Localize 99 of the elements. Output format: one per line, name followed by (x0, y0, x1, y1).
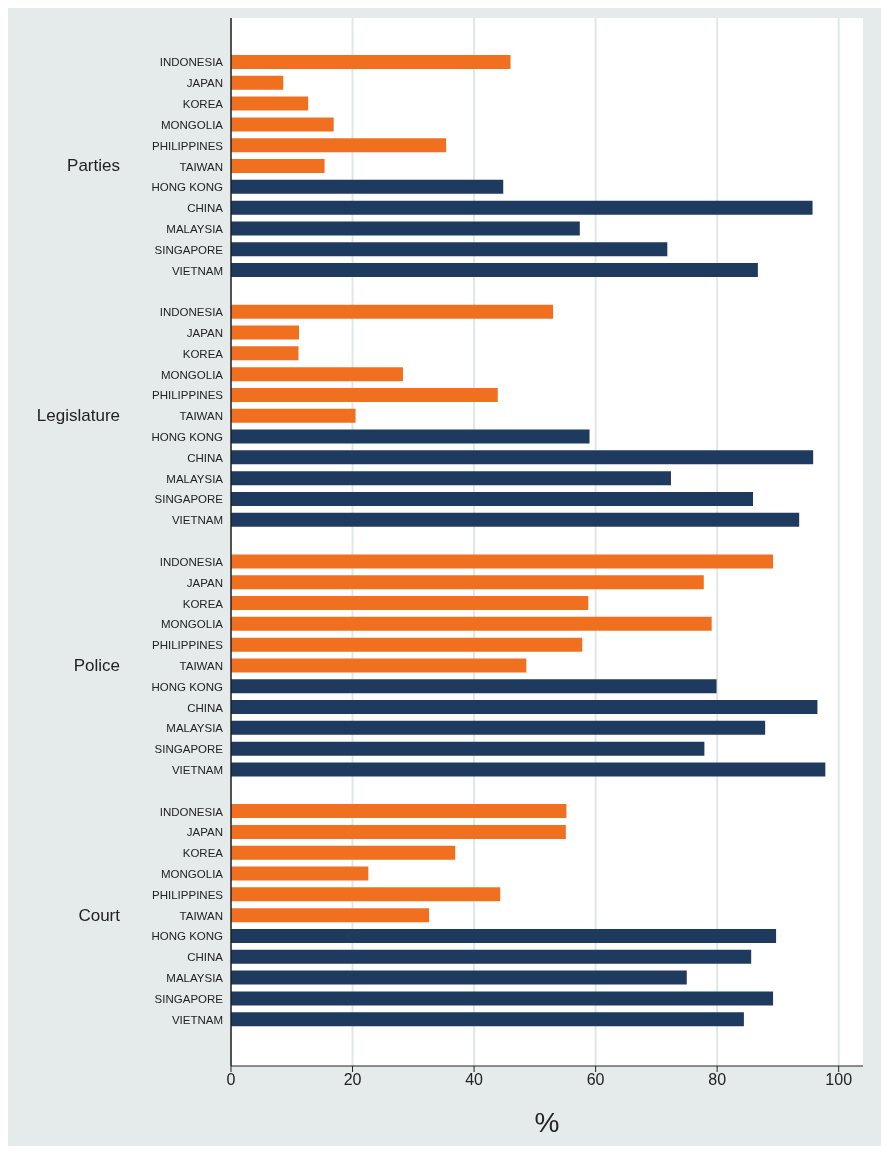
y-tick-label: MALAYSIA (166, 222, 224, 235)
bar (231, 367, 403, 382)
bar (231, 700, 818, 715)
y-tick-label: MALAYSIA (166, 472, 224, 485)
bar (231, 346, 299, 361)
y-tick-label: HONG KONG (151, 181, 224, 194)
bar (231, 1012, 744, 1027)
bar (231, 824, 566, 839)
x-axis-title: % (534, 1107, 560, 1138)
bar (231, 720, 766, 735)
bar (231, 949, 752, 964)
y-tick-label: MONGOLIA (161, 368, 224, 381)
bar (231, 679, 717, 694)
bar (231, 159, 325, 174)
x-tick-label: 60 (586, 1071, 605, 1089)
y-tick-label: SINGAPORE (154, 243, 224, 256)
y-tick-label: SINGAPORE (154, 743, 224, 756)
bar (231, 304, 554, 319)
x-tick-label: 40 (465, 1071, 484, 1089)
bar (231, 741, 705, 756)
bar (231, 221, 580, 236)
bar (231, 512, 800, 527)
text: Legislature (35, 405, 120, 428)
y-tick-label: CHINA (187, 951, 224, 964)
y-tick-label: SINGAPORE (154, 992, 224, 1005)
bar (231, 263, 758, 278)
bar (231, 908, 430, 923)
y-tick-label: MALAYSIA (166, 972, 224, 985)
bar (231, 991, 774, 1006)
y-tick-label: JAPAN (186, 576, 223, 589)
y-tick-label: HONG KONG (151, 680, 224, 693)
y-tick-label: MALAYSIA (166, 722, 224, 735)
y-tick-label: JAPAN (186, 826, 223, 839)
y-tick-label: VIETNAM (171, 763, 223, 776)
y-tick-label: HONG KONG (151, 930, 224, 943)
y-tick-label: KOREA (182, 98, 224, 111)
text: Police (72, 654, 120, 677)
x-tick-label: 20 (343, 1071, 362, 1089)
y-tick-label: CHINA (187, 202, 224, 215)
bar (231, 408, 356, 423)
bar (231, 637, 583, 652)
bar (231, 117, 334, 132)
y-tick-label: TAIWAN (179, 410, 223, 423)
bar (231, 554, 774, 569)
bar (231, 55, 511, 69)
y-tick-label: VIETNAM (171, 514, 223, 527)
y-tick-label: JAPAN (186, 327, 223, 339)
y-tick-label: VIETNAM (171, 1013, 223, 1026)
y-tick-label: INDONESIA (159, 555, 224, 568)
bar (231, 450, 814, 465)
y-tick-label: KOREA (182, 847, 224, 860)
bar (231, 616, 712, 631)
bar (231, 96, 309, 111)
bar (231, 325, 300, 340)
bar (231, 970, 687, 985)
bar (231, 179, 504, 194)
bar (231, 491, 754, 506)
bar (231, 658, 527, 673)
bar (231, 138, 447, 153)
bar (231, 471, 671, 486)
text: Court (77, 904, 120, 927)
y-tick-label: PHILIPPINES (152, 888, 224, 901)
y-tick-label: PHILIPPINES (152, 389, 224, 402)
bar (231, 387, 498, 402)
bar (231, 429, 590, 444)
y-tick-label: PHILIPPINES (152, 139, 224, 152)
bar (231, 75, 284, 90)
y-tick-label: INDONESIA (159, 805, 224, 818)
bar (231, 596, 589, 611)
bar (231, 845, 456, 860)
y-tick-label: KOREA (182, 597, 224, 610)
y-tick-label: SINGAPORE (154, 493, 224, 506)
bar (231, 928, 777, 943)
y-tick-label: PHILIPPINES (152, 639, 224, 652)
y-tick-label: CHINA (187, 451, 224, 464)
y-tick-label: JAPAN (186, 77, 223, 90)
y-tick-label: CHINA (187, 701, 224, 714)
text: Parties (66, 155, 120, 178)
y-tick-label: INDONESIA (159, 56, 224, 69)
y-tick-label: MONGOLIA (161, 118, 224, 131)
bar (231, 804, 567, 819)
x-tick-label: 100 (825, 1071, 853, 1089)
y-tick-label: TAIWAN (179, 909, 223, 922)
y-tick-label: MONGOLIA (161, 868, 224, 881)
y-tick-label: MONGOLIA (161, 618, 224, 631)
y-tick-label: TAIWAN (179, 659, 223, 672)
x-tick-label: 80 (708, 1071, 727, 1089)
y-tick-label: KOREA (182, 347, 224, 360)
y-tick-label: HONG KONG (151, 431, 224, 444)
bar (231, 887, 501, 902)
y-tick-label: TAIWAN (179, 160, 223, 173)
bar (231, 242, 668, 257)
y-tick-label: VIETNAM (171, 264, 223, 277)
bar (231, 200, 813, 215)
bar (231, 575, 704, 590)
bar (231, 866, 369, 881)
bar (231, 762, 826, 777)
y-tick-label: INDONESIA (159, 306, 224, 319)
x-tick-label: 0 (226, 1071, 236, 1089)
